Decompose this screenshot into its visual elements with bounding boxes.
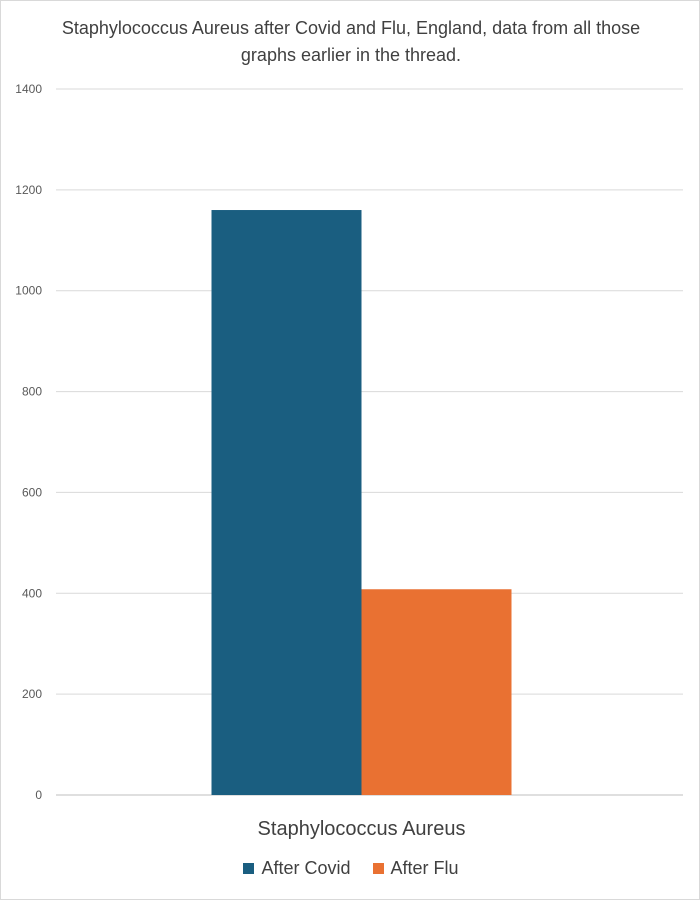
legend-label: After Covid <box>261 858 351 878</box>
legend-label: After Flu <box>390 858 459 878</box>
legend-swatch <box>243 863 255 874</box>
x-category-label: Staphylococcus Aureus <box>258 818 466 840</box>
y-tick-label: 600 <box>22 485 42 499</box>
y-tick-label: 400 <box>22 586 42 600</box>
y-tick-label: 1200 <box>15 183 42 197</box>
legend: After Covid After Flu <box>1 858 700 879</box>
y-tick-label: 1400 <box>15 82 42 96</box>
y-tick-label: 0 <box>35 788 42 802</box>
legend-swatch <box>372 863 384 874</box>
bar-after-covid <box>211 210 362 795</box>
y-tick-label: 1000 <box>15 284 42 298</box>
legend-item: After Covid <box>243 858 351 879</box>
legend-item: After Flu <box>372 858 459 879</box>
y-tick-label: 200 <box>22 687 42 701</box>
bar-after-flu <box>361 589 512 795</box>
y-tick-label: 800 <box>22 385 42 399</box>
chart-title: Staphylococcus Aureus after Covid and Fl… <box>61 18 641 65</box>
